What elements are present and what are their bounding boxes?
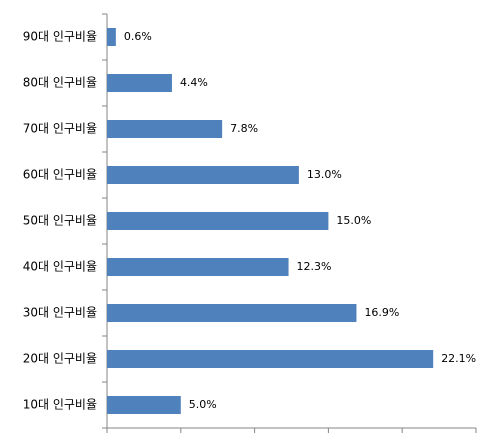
value-label: 4.4% [180, 76, 208, 89]
y-tick-label: 90대 인구비율 [23, 30, 97, 44]
value-label: 5.0% [189, 398, 217, 411]
value-label: 22.1% [441, 352, 476, 365]
bar [107, 304, 357, 322]
y-tick-label: 50대 인구비율 [23, 214, 97, 228]
bar [107, 74, 172, 92]
y-tick-label: 40대 인구비율 [23, 260, 97, 274]
y-tick-label: 80대 인구비율 [23, 76, 97, 90]
value-label: 0.6% [124, 30, 152, 43]
bar [107, 28, 116, 46]
value-label: 13.0% [307, 168, 342, 181]
value-label: 16.9% [364, 306, 399, 319]
y-tick-label: 30대 인구비율 [23, 306, 97, 320]
bar [107, 120, 223, 138]
y-tick-label: 70대 인구비율 [23, 122, 97, 136]
bar [107, 350, 434, 368]
value-label: 12.3% [297, 260, 332, 273]
bar [107, 212, 329, 230]
y-tick-label: 20대 인구비율 [23, 352, 97, 366]
y-tick-label: 10대 인구비율 [23, 398, 97, 412]
value-label: 7.8% [230, 122, 258, 135]
bar [107, 396, 181, 414]
value-label: 15.0% [336, 214, 371, 227]
bar [107, 166, 299, 184]
y-tick-label: 60대 인구비율 [23, 168, 97, 182]
bar [107, 258, 289, 276]
